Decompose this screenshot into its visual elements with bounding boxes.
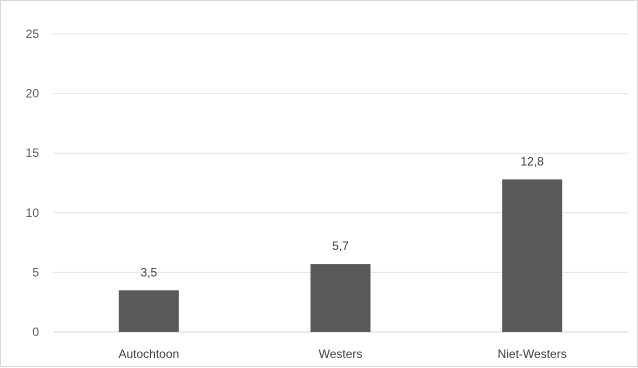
bar-westers [310, 264, 371, 332]
y-tick-label: 20 [26, 87, 40, 101]
x-category-label: Autochtoon [118, 347, 179, 361]
x-category-label: Niet-Westers [498, 347, 567, 361]
y-tick-label: 10 [26, 206, 40, 220]
bars [118, 179, 563, 332]
y-tick-label: 5 [32, 265, 39, 279]
data-label-westers: 5,7 [332, 239, 349, 253]
data-labels: 3,5 5,7 12,8 [140, 154, 544, 279]
data-label-niet-westers: 12,8 [520, 154, 544, 168]
y-tick-label: 0 [32, 325, 39, 339]
data-label-autochtoon: 3,5 [140, 265, 157, 279]
x-category-label: Westers [319, 347, 363, 361]
y-axis-ticks: 0 5 10 15 20 25 [26, 27, 40, 339]
x-axis-categories: Autochtoon Westers Niet-Westers [118, 347, 566, 361]
bar-niet-westers [502, 179, 563, 332]
y-tick-label: 15 [26, 146, 40, 160]
bar-autochtoon [118, 290, 179, 332]
y-tick-label: 25 [26, 27, 40, 41]
